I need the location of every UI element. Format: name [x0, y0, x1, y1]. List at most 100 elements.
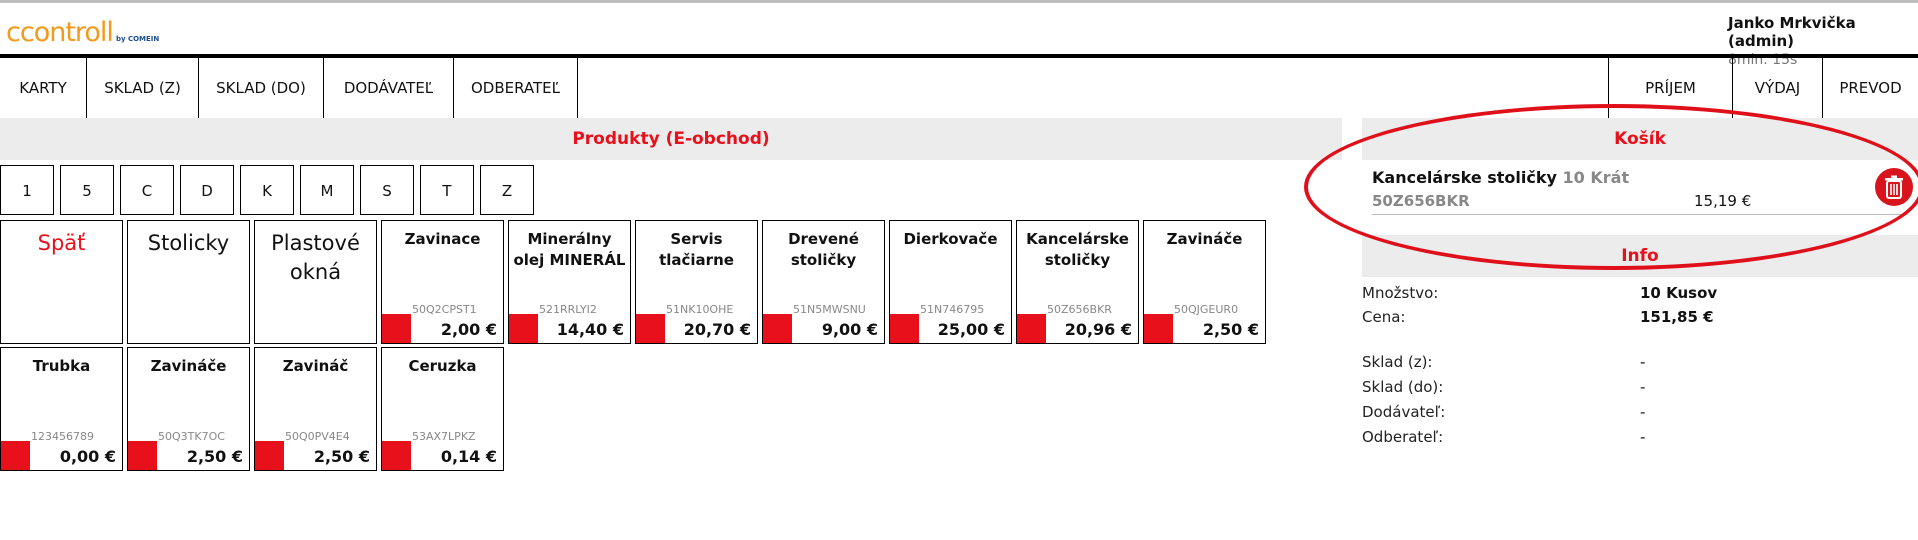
product-name: Zavináč	[282, 357, 349, 375]
info-title: Info	[1362, 235, 1918, 277]
product-code: 50Q0PV4E4	[285, 430, 350, 443]
product-price: 14,40 €	[556, 320, 624, 339]
nav-sklad-z[interactable]: SKLAD (Z)	[87, 58, 199, 118]
nav-vydaj[interactable]: VÝDAJ	[1732, 58, 1822, 118]
product-price: 0,00 €	[59, 447, 116, 466]
product-color-swatch	[382, 441, 411, 470]
top-bar: ccontroll by COMEIN Janko Mrkvička (admin…	[0, 0, 1918, 68]
product-name: Zavinace	[404, 230, 481, 248]
cart-item[interactable]: Kancelárske stoličky 10 Krát 50Z656BKR 1…	[1372, 168, 1908, 215]
product-color-swatch	[128, 441, 157, 470]
product-price: 2,50 €	[186, 447, 243, 466]
letter-filter-5[interactable]: 5	[60, 165, 114, 215]
product-name: Servis tlačiarne	[659, 230, 734, 269]
product-code: 51N5MWSNU	[793, 303, 866, 316]
product-tile[interactable]: Trubka 123456789 0,00 €	[0, 347, 123, 471]
category-tile[interactable]: Stolicky	[127, 220, 250, 344]
category-label: Plastové okná	[271, 231, 360, 284]
product-code: 123456789	[31, 430, 94, 443]
product-code: 50Z656BKR	[1047, 303, 1112, 316]
product-tile[interactable]: Drevené stoličky 51N5MWSNU 9,00 €	[762, 220, 885, 344]
info-value-warehouse-to: -	[1640, 378, 1646, 396]
product-name: Dierkovače	[903, 230, 998, 248]
letter-filter-t[interactable]: T	[420, 165, 474, 215]
letter-filter-s[interactable]: S	[360, 165, 414, 215]
info-value-supplier: -	[1640, 403, 1646, 421]
cart-title: Košík	[1362, 118, 1918, 160]
product-price: 20,96 €	[1064, 320, 1132, 339]
product-price: 25,00 €	[937, 320, 1005, 339]
product-name: Zavináče	[150, 357, 227, 375]
header-divider	[0, 54, 1918, 58]
product-name: Kancelárske stoličky	[1026, 230, 1129, 269]
category-label: Späť	[37, 231, 86, 255]
letter-filter-z[interactable]: Z	[480, 165, 534, 215]
product-color-swatch	[1017, 314, 1046, 343]
product-color-swatch	[382, 314, 411, 343]
product-name: Trubka	[32, 357, 91, 375]
letter-filter-c[interactable]: C	[120, 165, 174, 215]
product-price: 20,70 €	[683, 320, 751, 339]
product-name: Drevené stoličky	[788, 230, 859, 269]
category-back-tile[interactable]: Späť	[0, 220, 123, 344]
category-label: Stolicky	[147, 231, 230, 255]
user-name: Janko Mrkvička (admin)	[1728, 14, 1856, 50]
info-label-customer: Odberateľ:	[1362, 428, 1444, 446]
product-tile[interactable]: Ceruzka 53AX7LPKZ 0,14 €	[381, 347, 504, 471]
letter-filter-m[interactable]: M	[300, 165, 354, 215]
info-value-quantity: 10 Kusov	[1640, 284, 1718, 302]
product-tile[interactable]: Dierkovače 51N746795 25,00 €	[889, 220, 1012, 344]
product-color-swatch	[1144, 314, 1173, 343]
cart-item-name: Kancelárske stoličky 10 Krát	[1372, 168, 1630, 187]
nav-karty[interactable]: KARTY	[0, 58, 87, 118]
nav-sklad-do[interactable]: SKLAD (DO)	[199, 58, 324, 118]
product-price: 2,00 €	[440, 320, 497, 339]
info-label-warehouse-to: Sklad (do):	[1362, 378, 1444, 396]
nav-prevod[interactable]: PREVOD	[1822, 58, 1918, 118]
product-code: 53AX7LPKZ	[412, 430, 476, 443]
letter-filter-k[interactable]: K	[240, 165, 294, 215]
trash-icon[interactable]	[1875, 168, 1913, 206]
product-tile[interactable]: Zavináč 50Q0PV4E4 2,50 €	[254, 347, 377, 471]
letter-filter-1[interactable]: 1	[0, 165, 54, 215]
product-tile[interactable]: Zavinace 50Q2CPST1 2,00 €	[381, 220, 504, 344]
product-color-swatch	[890, 314, 919, 343]
info-value-customer: -	[1640, 428, 1646, 446]
product-code: 51NK10OHE	[666, 303, 734, 316]
category-tile[interactable]: Plastové okná	[254, 220, 377, 344]
product-tile[interactable]: Zavináče 50QJGEUR0 2,50 €	[1143, 220, 1266, 344]
app-logo: ccontroll by COMEIN	[6, 17, 160, 48]
product-color-swatch	[509, 314, 538, 343]
products-title: Produkty (E-obchod)	[0, 118, 1342, 160]
product-color-swatch	[636, 314, 665, 343]
product-tile[interactable]: Zavináče 50Q3TK7OC 2,50 €	[127, 347, 250, 471]
product-code: 50Q3TK7OC	[158, 430, 225, 443]
nav-dodavatel[interactable]: DODÁVATEĽ	[324, 58, 454, 118]
product-color-swatch	[763, 314, 792, 343]
product-code: 521RRLYI2	[539, 303, 597, 316]
info-label-quantity: Množstvo:	[1362, 284, 1439, 302]
product-name: Ceruzka	[408, 357, 477, 375]
product-price: 9,00 €	[821, 320, 878, 339]
letter-filter-d[interactable]: D	[180, 165, 234, 215]
product-tile[interactable]: Servis tlačiarne 51NK10OHE 20,70 €	[635, 220, 758, 344]
product-tile[interactable]: Kancelárske stoličky 50Z656BKR 20,96 €	[1016, 220, 1139, 344]
product-price: 0,14 €	[440, 447, 497, 466]
info-label-warehouse-from: Sklad (z):	[1362, 353, 1433, 371]
nav-odberatel[interactable]: ODBERATEĽ	[454, 58, 578, 118]
product-name: Minerálny olej MINERÁL	[513, 230, 626, 269]
info-label-price: Cena:	[1362, 308, 1406, 326]
product-color-swatch	[255, 441, 284, 470]
product-code: 50Q2CPST1	[412, 303, 477, 316]
nav-prijem[interactable]: PRÍJEM	[1608, 58, 1732, 118]
product-color-swatch	[1, 441, 30, 470]
info-value-price: 151,85 €	[1640, 308, 1714, 326]
product-tile[interactable]: Minerálny olej MINERÁL 521RRLYI2 14,40 €	[508, 220, 631, 344]
product-code: 51N746795	[920, 303, 985, 316]
info-value-warehouse-from: -	[1640, 353, 1646, 371]
product-price: 2,50 €	[1202, 320, 1259, 339]
cart-item-price: 15,19 €	[1694, 192, 1752, 210]
product-price: 2,50 €	[313, 447, 370, 466]
info-label-supplier: Dodávateľ:	[1362, 403, 1446, 421]
product-name: Zavináče	[1166, 230, 1243, 248]
